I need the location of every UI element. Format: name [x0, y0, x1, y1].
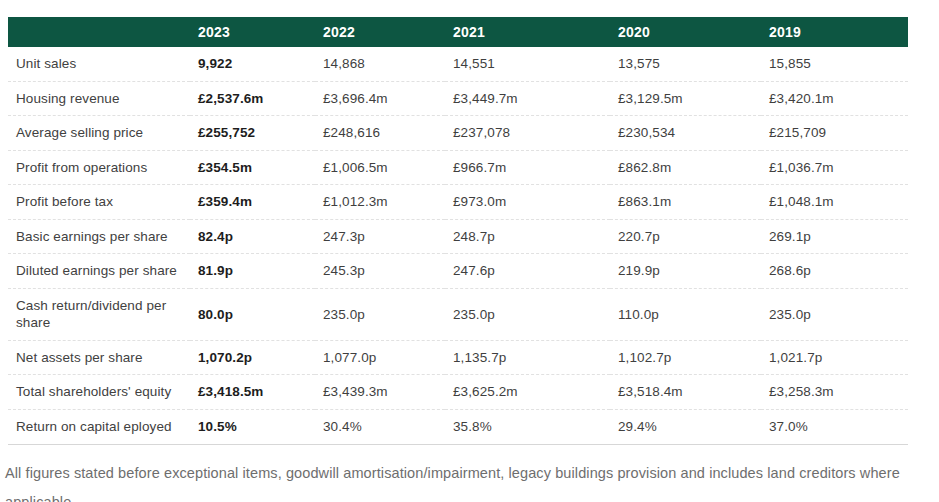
cell-value: £3,696.4m — [315, 81, 445, 116]
cell-value: £1,012.3m — [315, 185, 445, 220]
cell-value: 15,855 — [761, 47, 908, 81]
cell-value: 1,021.7p — [761, 340, 908, 375]
cell-value: 80.0p — [190, 288, 315, 340]
row-label: Total shareholders' equity — [8, 375, 190, 410]
year-column-header: 2022 — [315, 17, 445, 47]
financial-summary-table: 20232022202120202019 Unit sales9,92214,8… — [8, 17, 908, 445]
table-row: Basic earnings per share82.4p247.3p248.7… — [8, 219, 908, 254]
table-row: Total shareholders' equity£3,418.5m£3,43… — [8, 375, 908, 410]
cell-value: 37.0% — [761, 410, 908, 445]
cell-value: £215,709 — [761, 116, 908, 151]
corner-header — [8, 17, 190, 47]
row-label: Average selling price — [8, 116, 190, 151]
cell-value: 269.1p — [761, 219, 908, 254]
cell-value: £862.8m — [610, 150, 761, 185]
cell-value: £2,537.6m — [190, 81, 315, 116]
cell-value: £354.5m — [190, 150, 315, 185]
table-row: Cash return/dividend per share80.0p235.0… — [8, 288, 908, 340]
cell-value: 30.4% — [315, 410, 445, 445]
cell-value: £248,616 — [315, 116, 445, 151]
row-label: Profit before tax — [8, 185, 190, 220]
cell-value: 81.9p — [190, 254, 315, 289]
cell-value: 235.0p — [445, 288, 610, 340]
cell-value: £1,006.5m — [315, 150, 445, 185]
table-header-row: 20232022202120202019 — [8, 17, 908, 47]
cell-value: £230,534 — [610, 116, 761, 151]
cell-value: 235.0p — [315, 288, 445, 340]
cell-value: £255,752 — [190, 116, 315, 151]
table-header: 20232022202120202019 — [8, 17, 908, 47]
table-row: Profit from operations£354.5m£1,006.5m£9… — [8, 150, 908, 185]
cell-value: 29.4% — [610, 410, 761, 445]
cell-value: 14,551 — [445, 47, 610, 81]
cell-value: 35.8% — [445, 410, 610, 445]
row-label: Unit sales — [8, 47, 190, 81]
year-column-header: 2023 — [190, 17, 315, 47]
cell-value: £3,439.3m — [315, 375, 445, 410]
cell-value: £973.0m — [445, 185, 610, 220]
year-column-header: 2019 — [761, 17, 908, 47]
row-label: Housing revenue — [8, 81, 190, 116]
cell-value: £3,449.7m — [445, 81, 610, 116]
table-row: Profit before tax£359.4m£1,012.3m£973.0m… — [8, 185, 908, 220]
cell-value: £3,625.2m — [445, 375, 610, 410]
row-label: Diluted earnings per share — [8, 254, 190, 289]
table-row: Unit sales9,92214,86814,55113,57515,855 — [8, 47, 908, 81]
footnote-text: All figures stated before exceptional it… — [5, 459, 935, 502]
cell-value: £3,129.5m — [610, 81, 761, 116]
cell-value: 235.0p — [761, 288, 908, 340]
cell-value: 82.4p — [190, 219, 315, 254]
table-row: Housing revenue£2,537.6m£3,696.4m£3,449.… — [8, 81, 908, 116]
cell-value: 220.7p — [610, 219, 761, 254]
year-column-header: 2021 — [445, 17, 610, 47]
cell-value: £237,078 — [445, 116, 610, 151]
cell-value: 1,070.2p — [190, 340, 315, 375]
cell-value: 9,922 — [190, 47, 315, 81]
cell-value: £3,418.5m — [190, 375, 315, 410]
cell-value: £863.1m — [610, 185, 761, 220]
cell-value: £3,518.4m — [610, 375, 761, 410]
cell-value: 13,575 — [610, 47, 761, 81]
cell-value: 1,102.7p — [610, 340, 761, 375]
cell-value: £3,258.3m — [761, 375, 908, 410]
cell-value: 248.7p — [445, 219, 610, 254]
year-column-header: 2020 — [610, 17, 761, 47]
cell-value: £1,036.7m — [761, 150, 908, 185]
table-row: Diluted earnings per share81.9p245.3p247… — [8, 254, 908, 289]
cell-value: 245.3p — [315, 254, 445, 289]
cell-value: 268.6p — [761, 254, 908, 289]
cell-value: 10.5% — [190, 410, 315, 445]
table-row: Return on capital eployed10.5%30.4%35.8%… — [8, 410, 908, 445]
cell-value: £359.4m — [190, 185, 315, 220]
cell-value: 14,868 — [315, 47, 445, 81]
table-row: Average selling price£255,752£248,616£23… — [8, 116, 908, 151]
cell-value: 247.6p — [445, 254, 610, 289]
cell-value: 1,135.7p — [445, 340, 610, 375]
five-year-summary-table: 20232022202120202019 Unit sales9,92214,8… — [8, 17, 908, 445]
cell-value: 219.9p — [610, 254, 761, 289]
row-label: Cash return/dividend per share — [8, 288, 190, 340]
cell-value: £966.7m — [445, 150, 610, 185]
cell-value: £3,420.1m — [761, 81, 908, 116]
table-body: Unit sales9,92214,86814,55113,57515,855H… — [8, 47, 908, 444]
row-label: Basic earnings per share — [8, 219, 190, 254]
row-label: Net assets per share — [8, 340, 190, 375]
cell-value: £1,048.1m — [761, 185, 908, 220]
cell-value: 1,077.0p — [315, 340, 445, 375]
table-row: Net assets per share1,070.2p1,077.0p1,13… — [8, 340, 908, 375]
row-label: Profit from operations — [8, 150, 190, 185]
cell-value: 110.0p — [610, 288, 761, 340]
cell-value: 247.3p — [315, 219, 445, 254]
row-label: Return on capital eployed — [8, 410, 190, 445]
